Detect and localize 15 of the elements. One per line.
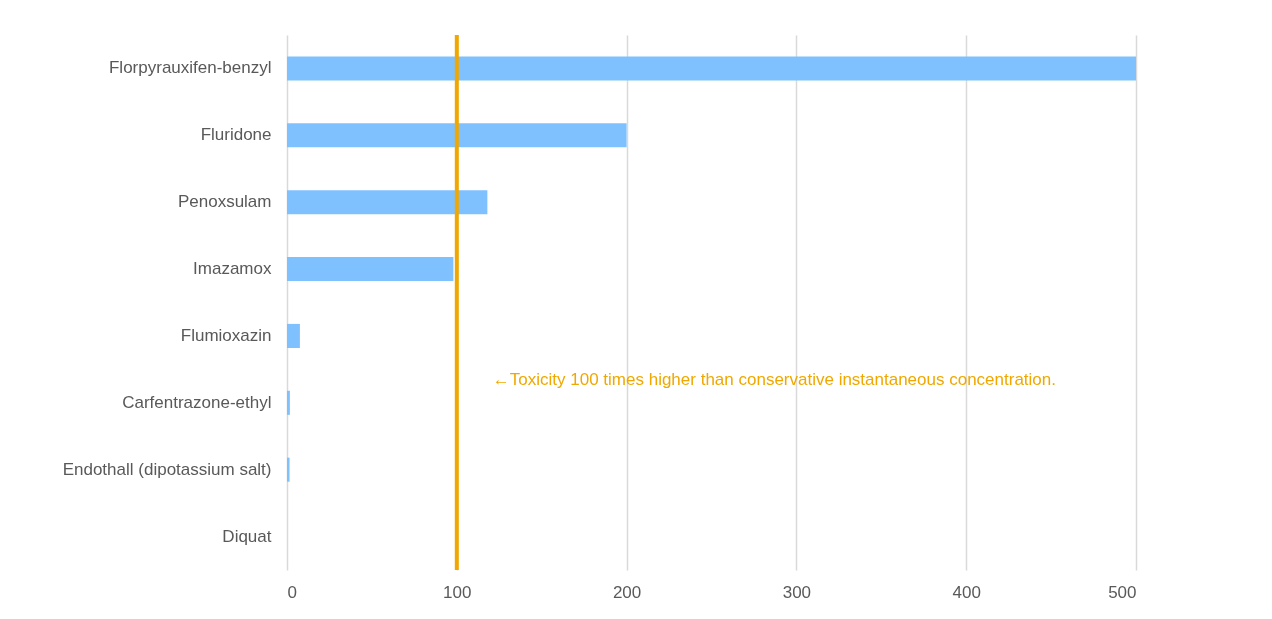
- y-tick-label: Florpyrauxifen-benzyl: [108, 58, 272, 78]
- y-tick-label: Flumioxazin: [180, 325, 272, 345]
- y-tick-label: Imazamox: [193, 259, 272, 279]
- x-tick-label: 300: [782, 582, 812, 602]
- x-tick-label: 200: [612, 582, 642, 602]
- x-tick-label: 100: [443, 582, 472, 602]
- x-tick-label: 0: [287, 582, 297, 602]
- y-tick-label: Fluridone: [200, 125, 272, 145]
- x-tick-label: 500: [1108, 582, 1137, 602]
- y-tick-label: Penoxsulam: [177, 192, 272, 212]
- y-tick-label: Carfentrazone-ethyl: [122, 392, 272, 412]
- ref-line-label: ←Toxicity 100 times higher than conservative instantaneous concentration.: [492, 370, 1056, 389]
- y-tick-label: Diquat: [222, 526, 272, 546]
- y-tick-label: Endothall (dipotassium salt): [62, 459, 272, 479]
- x-tick-label: 400: [952, 582, 981, 602]
